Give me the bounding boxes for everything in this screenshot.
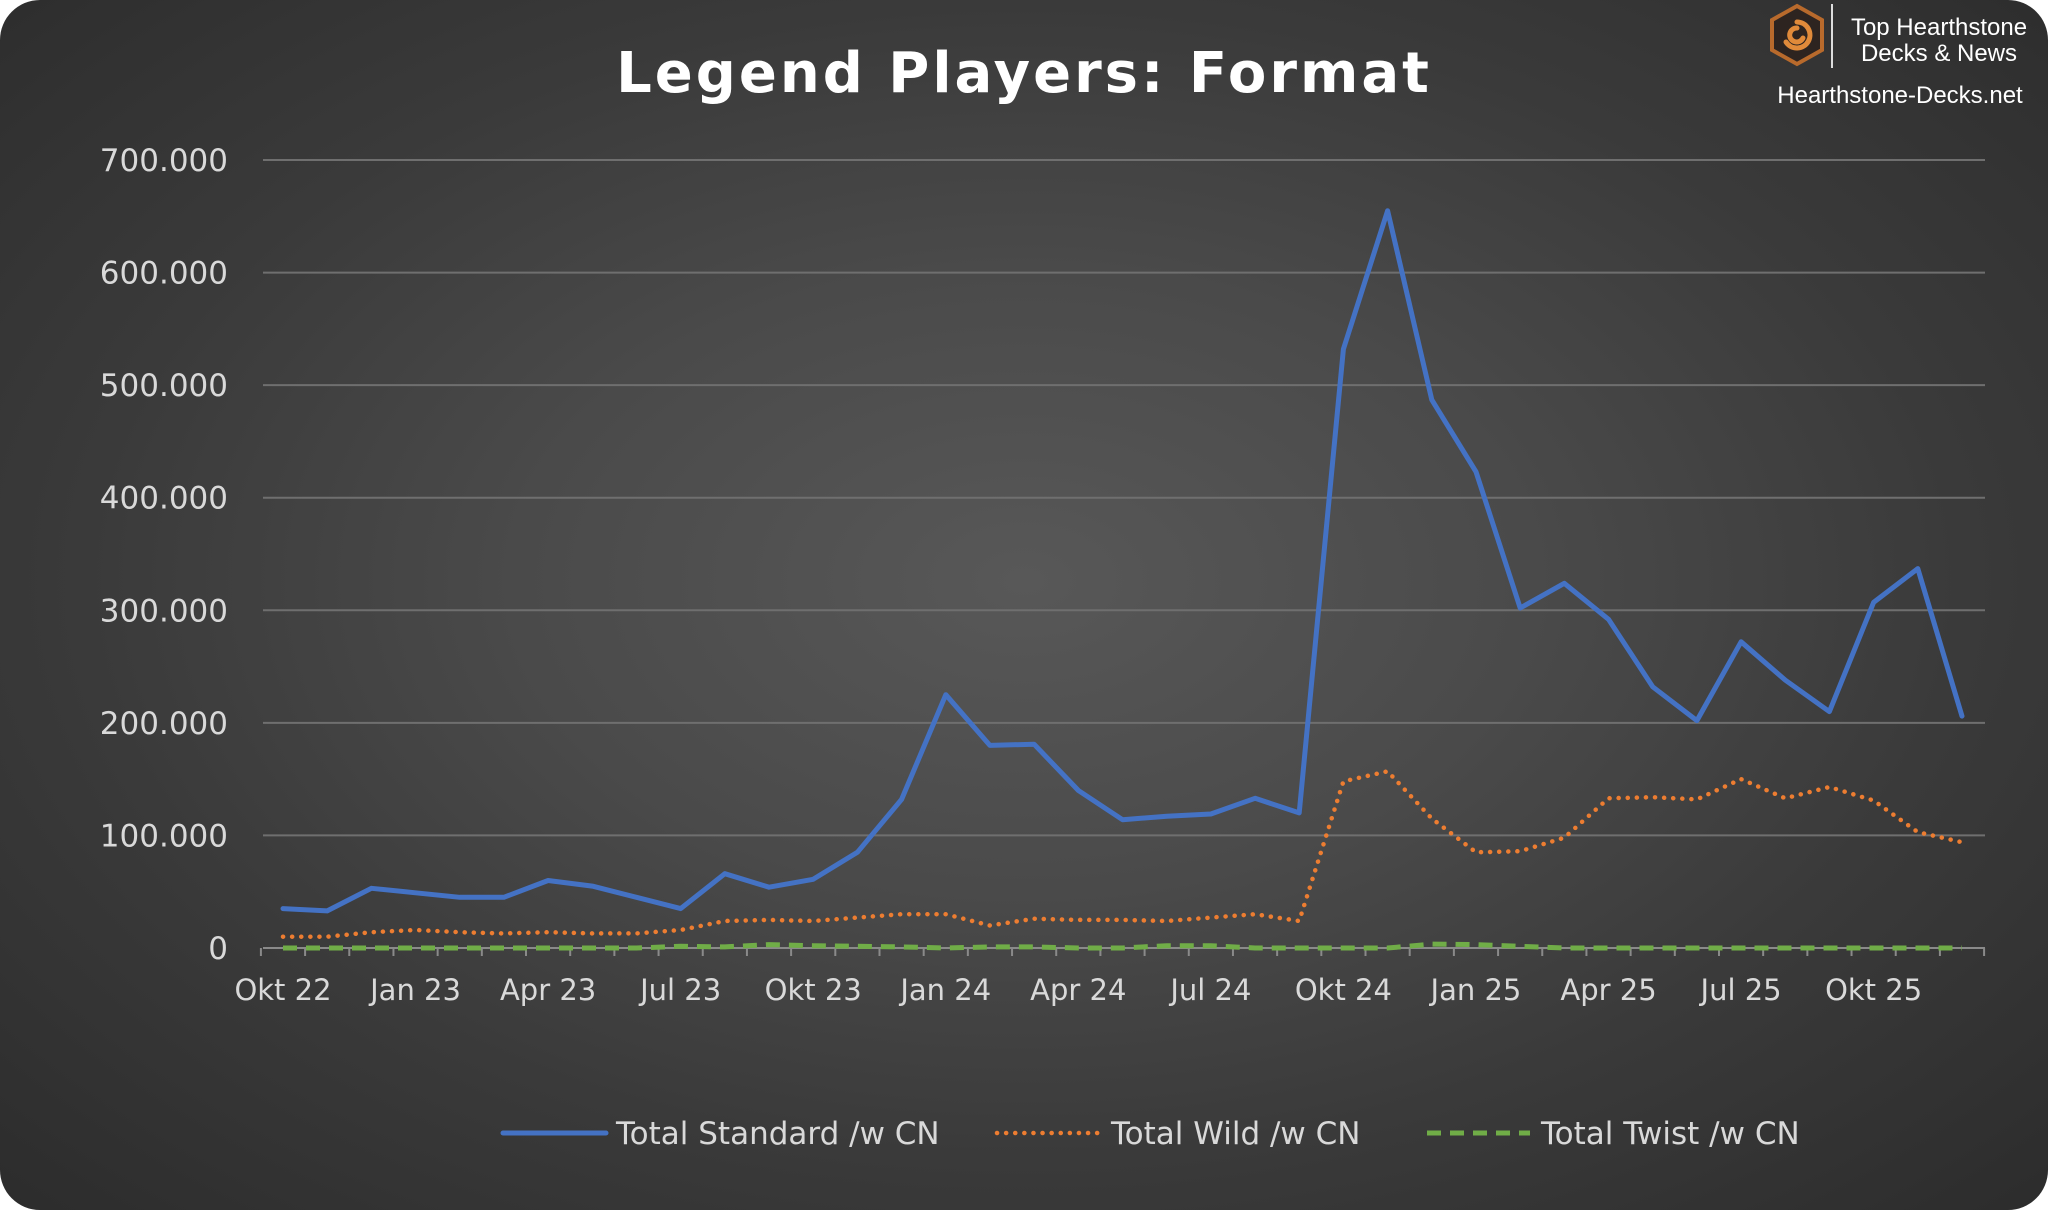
brand-line2: Decks & News [1861,40,2017,67]
x-tick-label: Apr 23 [500,973,596,1007]
brand-site: Hearthstone-Decks.net [1777,82,2023,109]
chart-title: Legend Players: Format [616,41,1432,106]
y-tick-label: 700.000 [100,143,228,179]
y-tick-label: 300.000 [100,593,228,629]
series-line-twist [283,941,1962,951]
y-tick-label: 0 [208,931,228,967]
x-tick-label: Jul 24 [1168,973,1251,1007]
y-tick-label: 600.000 [100,256,228,292]
x-tick-label: Jan 25 [1429,973,1522,1007]
x-tick-label: Jul 23 [638,973,721,1007]
y-tick-label: 500.000 [100,368,228,404]
x-tick-label: Okt 22 [234,973,331,1007]
x-tick-label: Apr 24 [1030,973,1126,1007]
legend-label-twist: Total Twist /w CN [1540,1116,1800,1152]
gridlines [263,159,1985,837]
x-axis: Okt 22 Jan 23 Apr 23 Jul 23 Okt 23 Jan 24 Apr … [234,947,1986,1007]
series-lines [280,208,1965,951]
legend: Total Standard /w CN Total Wild /w CN Tota… [500,1116,1800,1152]
y-tick-label: 100.000 [100,818,228,854]
brand-logo: Top Hearthstone Decks & News Hearthstone… [1770,3,2027,109]
legend-label-standard: Total Standard /w CN [615,1116,940,1152]
hearthstone-logo-icon [1770,3,1824,67]
y-axis: 0 100.000 200.000 300.000 400.000 500.000 600.… [100,143,228,967]
x-tick-label: Jul 25 [1699,973,1782,1007]
swirl-icon [1783,19,1813,51]
x-tick-label: Apr 25 [1560,973,1656,1007]
y-tick-label: 200.000 [100,706,228,742]
series-line-standard [280,208,1965,914]
series-line-wild [280,769,1965,939]
legend-label-wild: Total Wild /w CN [1110,1116,1360,1152]
x-tick-label: Okt 25 [1825,973,1922,1007]
x-tick-label: Jan 23 [368,973,461,1007]
x-tick-label: Okt 23 [765,973,862,1007]
x-tick-label: Okt 24 [1295,973,1392,1007]
y-tick-label: 400.000 [100,481,228,517]
x-tick-label: Jan 24 [898,973,991,1007]
brand-line1: Top Hearthstone [1851,14,2027,41]
